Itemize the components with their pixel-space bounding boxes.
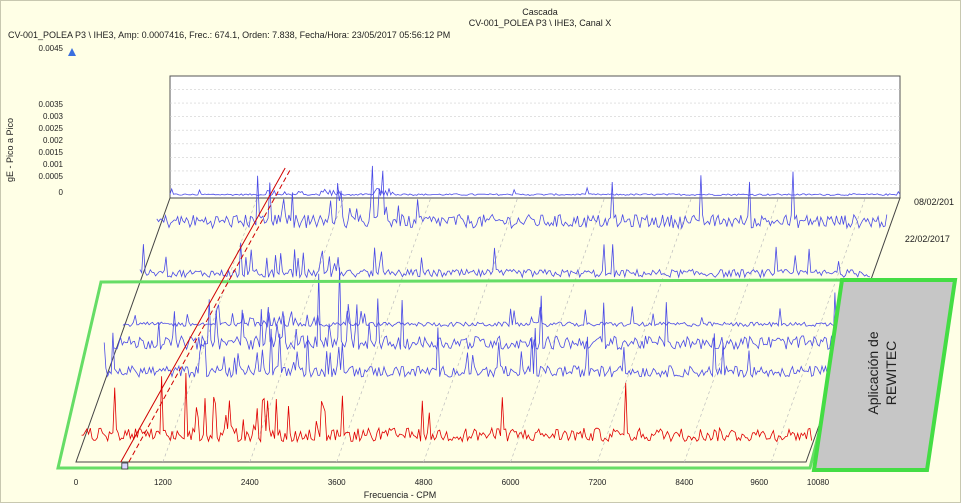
trace-date-label: 22/02/2017	[905, 234, 950, 244]
trace-date-label: 08/02/201	[914, 197, 954, 207]
y-tick-label: 0.003	[43, 112, 64, 121]
x-tick-label: 3600	[328, 478, 346, 487]
y-axis-label: gE - Pico a Pico	[5, 118, 15, 182]
highlight-parallelogram	[56, 278, 860, 470]
y-max-marker	[68, 48, 76, 56]
y-tick-label: 0.0005	[39, 172, 64, 181]
spectrum-trace-4	[122, 304, 854, 328]
spectrum-trace-7	[81, 372, 812, 444]
y-tick-label: 0.0025	[39, 124, 64, 133]
cursor-marker[interactable]	[121, 462, 129, 470]
annotation-shape	[811, 278, 958, 472]
floor-grid-line	[249, 197, 345, 463]
spectrum-trace-1	[169, 186, 901, 197]
x-tick-label: 0	[74, 478, 79, 487]
floor-grid-line	[162, 197, 258, 463]
floor-grid-line	[684, 197, 779, 463]
x-tick-label: 2400	[241, 478, 259, 487]
floor-grid-line	[597, 197, 692, 463]
back-plane	[169, 75, 901, 199]
x-axis-label: Frecuencia - CPM	[364, 490, 437, 500]
annotation-text-line1: Aplicación de	[865, 331, 881, 414]
x-tick-label: 9600	[750, 478, 768, 487]
y-tick-label: 0.0035	[39, 100, 64, 109]
y-tick-label: 0.0045	[39, 44, 64, 53]
x-tick-label: 1200	[154, 478, 172, 487]
y-tick-label: 0.0015	[39, 148, 64, 157]
y-tick-label: 0.002	[43, 136, 64, 145]
x-tick-label: 8400	[675, 478, 693, 487]
x-tick-label: 4800	[415, 478, 433, 487]
highlight-box	[56, 278, 860, 470]
floor-grid-line	[510, 197, 605, 463]
spectrum-traces: 08/02/201 22/02/2017	[81, 165, 954, 444]
cursor-readout: CV-001_POLEA P3 \ IHE3, Amp: 0.0007416, …	[8, 30, 450, 40]
x-tick-label: 7200	[589, 478, 607, 487]
cursor-line-solid	[120, 167, 286, 463]
floor-grid-line	[770, 197, 866, 463]
annotation-text-line2: REWITEC	[883, 341, 899, 406]
chart-subtitle: CV-001_POLEA P3 \ IHE3, Canal X	[469, 18, 612, 28]
floor-grid	[75, 197, 901, 463]
x-tick-label: 10080	[807, 478, 830, 487]
annotation-box: Aplicación de REWITEC	[811, 278, 958, 472]
x-axis: 0 1200 2400 3600 4800 6000 7200 8400 9600 10080	[74, 478, 830, 487]
back-plane-frame	[169, 75, 901, 199]
y-axis: 0.0045 0.0035 0.003 0.0025 0.002 0.0015 0.001 0…	[39, 44, 76, 197]
floor-grid-line	[336, 197, 432, 463]
y-tick-label: 0	[59, 188, 64, 197]
spectrum-trace-5	[113, 267, 844, 352]
floor-grid-line	[423, 197, 518, 463]
chart-title: Cascada	[522, 7, 558, 17]
spectrum-trace-3	[139, 242, 870, 279]
y-tick-label: 0.001	[43, 160, 64, 169]
spectrum-trace-6	[103, 327, 835, 379]
floor-outline	[75, 197, 901, 463]
cursor-layer	[120, 167, 292, 470]
spectrum-trace-2	[156, 165, 888, 230]
x-tick-label: 6000	[502, 478, 520, 487]
